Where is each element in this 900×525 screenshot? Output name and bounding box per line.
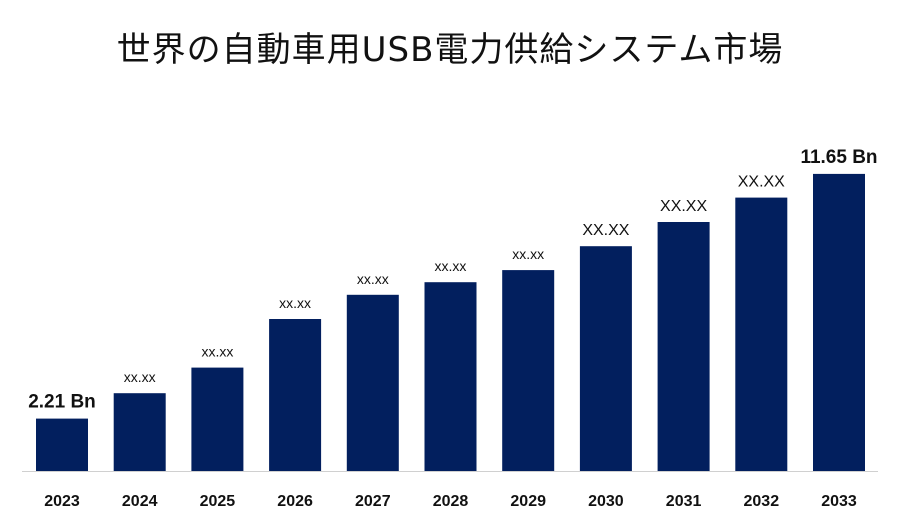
data-label-2029: xx.xx <box>512 246 544 262</box>
data-label-2031: XX.XX <box>660 198 707 215</box>
data-label-2028: xx.xx <box>435 258 467 274</box>
data-label-2025: xx.xx <box>201 344 233 360</box>
data-label-2026: xx.xx <box>279 295 311 311</box>
x-tick-2033: 2033 <box>821 493 857 510</box>
data-label-2027: xx.xx <box>357 271 389 287</box>
x-tick-2024: 2024 <box>122 493 158 510</box>
bar-2033 <box>813 173 865 471</box>
x-tick-2031: 2031 <box>666 493 702 510</box>
data-label-2030: XX.XX <box>582 222 629 239</box>
bar-2023 <box>36 418 88 471</box>
data-label-2032: XX.XX <box>738 174 785 191</box>
bar-2032 <box>735 197 788 471</box>
bar-2031 <box>657 222 710 471</box>
bar-2024 <box>113 393 166 471</box>
bar-2026 <box>269 319 322 471</box>
data-label-2033: 11.65 Bn <box>800 147 877 168</box>
data-label-2023: 2.21 Bn <box>28 392 96 413</box>
bar-2030 <box>579 246 632 471</box>
x-tick-2027: 2027 <box>355 493 391 510</box>
x-tick-2028: 2028 <box>433 493 469 510</box>
bar-2028 <box>424 282 477 471</box>
x-tick-2032: 2032 <box>744 493 780 510</box>
bar-2025 <box>191 367 244 471</box>
x-tick-2023: 2023 <box>44 493 80 510</box>
x-tick-2029: 2029 <box>510 493 546 510</box>
x-tick-2030: 2030 <box>588 493 624 510</box>
bar-2029 <box>502 270 555 471</box>
bar-2027 <box>346 294 399 471</box>
x-tick-2025: 2025 <box>200 493 236 510</box>
data-label-2024: xx.xx <box>124 369 156 385</box>
x-tick-2026: 2026 <box>277 493 313 510</box>
chart-title: 世界の自動車用USB電力供給システム市場 <box>116 30 784 70</box>
